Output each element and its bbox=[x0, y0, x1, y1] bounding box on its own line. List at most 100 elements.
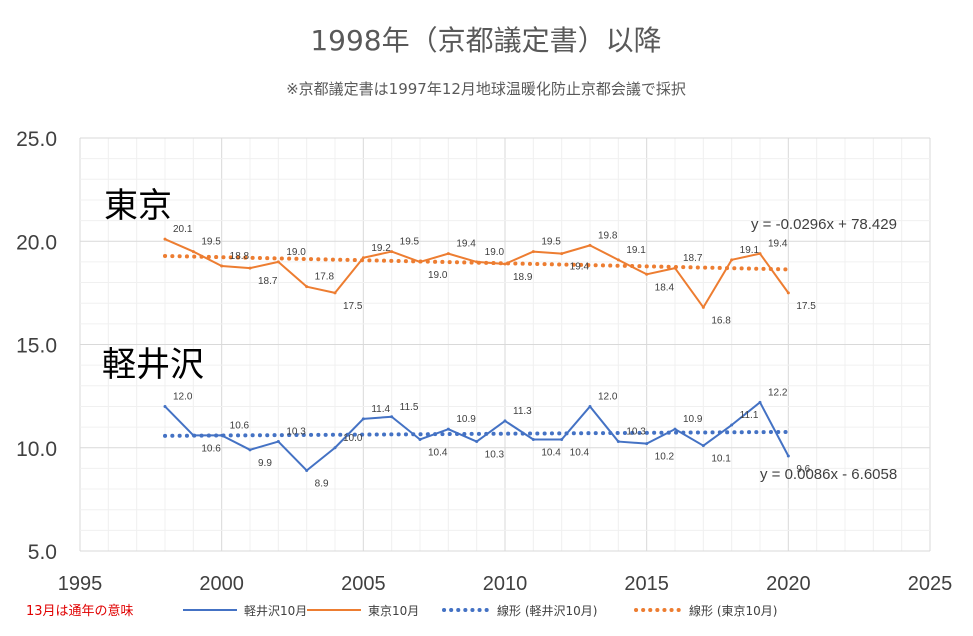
data-point bbox=[333, 446, 337, 450]
data-labels: 12.0 10.6 10.6 9.9 10.3 8.9 10.0 11.4 11.5 10.4 10… bbox=[173, 224, 816, 489]
data-point bbox=[730, 258, 734, 262]
x-tick-label: 2020 bbox=[766, 573, 811, 595]
data-label: 9.6 bbox=[796, 464, 810, 475]
data-point bbox=[730, 423, 734, 427]
data-point bbox=[390, 250, 394, 254]
data-point bbox=[758, 252, 762, 256]
data-point bbox=[758, 400, 762, 404]
data-point bbox=[361, 256, 365, 260]
tokyo-trend-equation: y = -0.0296x + 78.429 bbox=[751, 216, 897, 233]
data-point bbox=[163, 237, 167, 241]
data-point bbox=[220, 264, 224, 268]
data-label: 18.7 bbox=[683, 253, 703, 264]
data-point bbox=[503, 419, 507, 423]
data-point bbox=[531, 250, 535, 254]
data-point bbox=[163, 404, 167, 408]
x-tick-label: 2000 bbox=[199, 573, 244, 595]
data-label: 17.5 bbox=[343, 301, 363, 312]
data-label: 19.1 bbox=[626, 245, 646, 256]
data-point bbox=[418, 437, 422, 441]
legend-label-tokyo: 東京10月 bbox=[368, 604, 419, 618]
data-label: 19.8 bbox=[598, 230, 618, 241]
data-point bbox=[786, 454, 790, 458]
y-tick-label: 20.0 bbox=[16, 231, 57, 254]
data-label: 10.9 bbox=[456, 414, 476, 425]
data-point bbox=[248, 266, 252, 270]
data-point bbox=[276, 260, 280, 264]
data-label: 10.6 bbox=[230, 420, 250, 431]
x-tick-label: 2010 bbox=[483, 573, 528, 595]
data-point bbox=[361, 417, 365, 421]
data-point bbox=[616, 258, 620, 262]
data-point bbox=[560, 252, 564, 256]
legend-label-tokyo-trend: 線形 (東京10月) bbox=[689, 603, 777, 618]
y-tick-label: 25.0 bbox=[16, 128, 57, 151]
data-point bbox=[418, 260, 422, 264]
data-point bbox=[701, 444, 705, 448]
trendlines bbox=[163, 253, 791, 438]
data-point bbox=[220, 433, 224, 437]
data-label: 10.2 bbox=[655, 452, 675, 463]
data-point bbox=[786, 291, 790, 295]
data-label: 10.3 bbox=[286, 427, 306, 438]
data-label: 9.9 bbox=[258, 458, 272, 469]
data-label: 19.4 bbox=[456, 239, 476, 250]
data-label: 10.4 bbox=[428, 447, 448, 458]
data-label: 19.0 bbox=[286, 247, 306, 258]
legend: 軽井沢10月 東京10月 線形 (軽井沢10月) 線形 (東京10月) bbox=[183, 603, 777, 618]
data-label: 10.0 bbox=[343, 433, 363, 444]
data-label: 18.8 bbox=[230, 251, 250, 262]
data-point bbox=[305, 285, 309, 289]
data-point bbox=[446, 427, 450, 431]
data-label: 11.1 bbox=[740, 410, 759, 421]
trendline-1 bbox=[163, 253, 791, 272]
data-point bbox=[390, 415, 394, 419]
gridlines bbox=[79, 137, 931, 552]
chart-subtitle: ※京都議定書は1997年12月地球温暖化防止京都会議で採択 bbox=[286, 80, 686, 98]
data-point bbox=[276, 440, 280, 444]
data-point bbox=[616, 440, 620, 444]
data-label: 12.0 bbox=[173, 391, 193, 402]
y-tick-label: 10.0 bbox=[16, 438, 57, 461]
data-label: 19.5 bbox=[541, 237, 561, 248]
chart-title: 1998年（京都議定書）以降 bbox=[310, 24, 661, 57]
data-point bbox=[503, 262, 507, 266]
x-tick-label: 1995 bbox=[58, 573, 103, 595]
y-tick-label: 5.0 bbox=[28, 541, 57, 564]
data-label: 10.9 bbox=[683, 414, 703, 425]
data-label: 19.2 bbox=[371, 243, 391, 254]
data-point bbox=[645, 272, 649, 276]
data-point bbox=[475, 260, 479, 264]
annotation-tokyo: 東京 bbox=[104, 186, 172, 226]
data-label: 10.6 bbox=[201, 443, 221, 454]
data-label: 19.5 bbox=[201, 237, 221, 248]
data-label: 8.9 bbox=[315, 478, 329, 489]
data-point bbox=[701, 305, 705, 309]
data-label: 18.9 bbox=[513, 272, 533, 283]
data-label: 10.3 bbox=[485, 450, 505, 461]
x-tick-label: 2005 bbox=[341, 573, 386, 595]
data-point bbox=[475, 440, 479, 444]
data-label: 16.8 bbox=[711, 315, 731, 326]
data-label: 18.4 bbox=[655, 282, 675, 293]
data-point bbox=[560, 437, 564, 441]
karuizawa-trend-equation: y = 0.0086x - 6.6058 bbox=[760, 466, 897, 483]
data-label: 12.0 bbox=[598, 391, 618, 402]
data-series bbox=[163, 237, 790, 472]
data-label: 11.5 bbox=[400, 402, 419, 413]
data-label: 17.5 bbox=[796, 301, 816, 312]
data-label: 17.8 bbox=[315, 272, 335, 283]
data-point bbox=[191, 433, 195, 437]
data-label: 10.4 bbox=[570, 447, 590, 458]
legend-label-karuizawa-trend: 線形 (軽井沢10月) bbox=[497, 603, 597, 618]
data-label: 18.7 bbox=[258, 276, 278, 287]
data-label: 20.1 bbox=[173, 224, 193, 235]
note-13th-month: 13月は通年の意味 bbox=[26, 603, 134, 619]
data-label: 19.4 bbox=[768, 239, 788, 250]
data-point bbox=[673, 427, 677, 431]
data-point bbox=[248, 448, 252, 452]
annotation-karuizawa: 軽井沢 bbox=[102, 345, 204, 385]
data-label: 10.1 bbox=[711, 454, 731, 465]
